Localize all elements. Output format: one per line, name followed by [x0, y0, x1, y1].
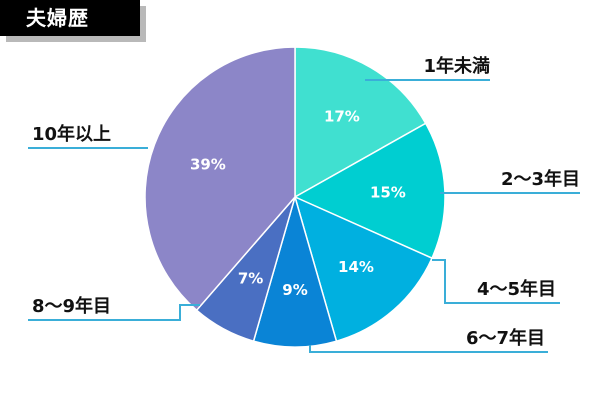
leader-line: [309, 345, 548, 353]
pie-slice: [252, 194, 338, 348]
slice-value-label: 17%: [324, 108, 360, 126]
pie-slice: [144, 46, 296, 312]
category-label: 4〜5年目: [477, 278, 556, 300]
pie-slice: [293, 122, 446, 260]
category-label: 10年以上: [32, 123, 111, 145]
category-label: 8〜9年目: [32, 295, 111, 317]
chart-title: 夫婦歴: [0, 0, 140, 36]
slice-value-label: 7%: [238, 270, 263, 288]
pie-slice: [294, 46, 427, 199]
category-label: 1年未満: [423, 55, 490, 77]
category-label: 6〜7年目: [466, 327, 545, 349]
pie-slice: [293, 195, 433, 343]
slice-value-label: 9%: [282, 281, 307, 299]
leader-line: [432, 259, 560, 304]
title-badge: 夫婦歴: [0, 0, 150, 46]
leader-line: [28, 304, 200, 321]
slice-value-label: 15%: [370, 184, 406, 202]
category-label: 2〜3年目: [501, 168, 580, 190]
slice-value-label: 39%: [190, 155, 226, 173]
slice-value-label: 14%: [338, 258, 374, 276]
